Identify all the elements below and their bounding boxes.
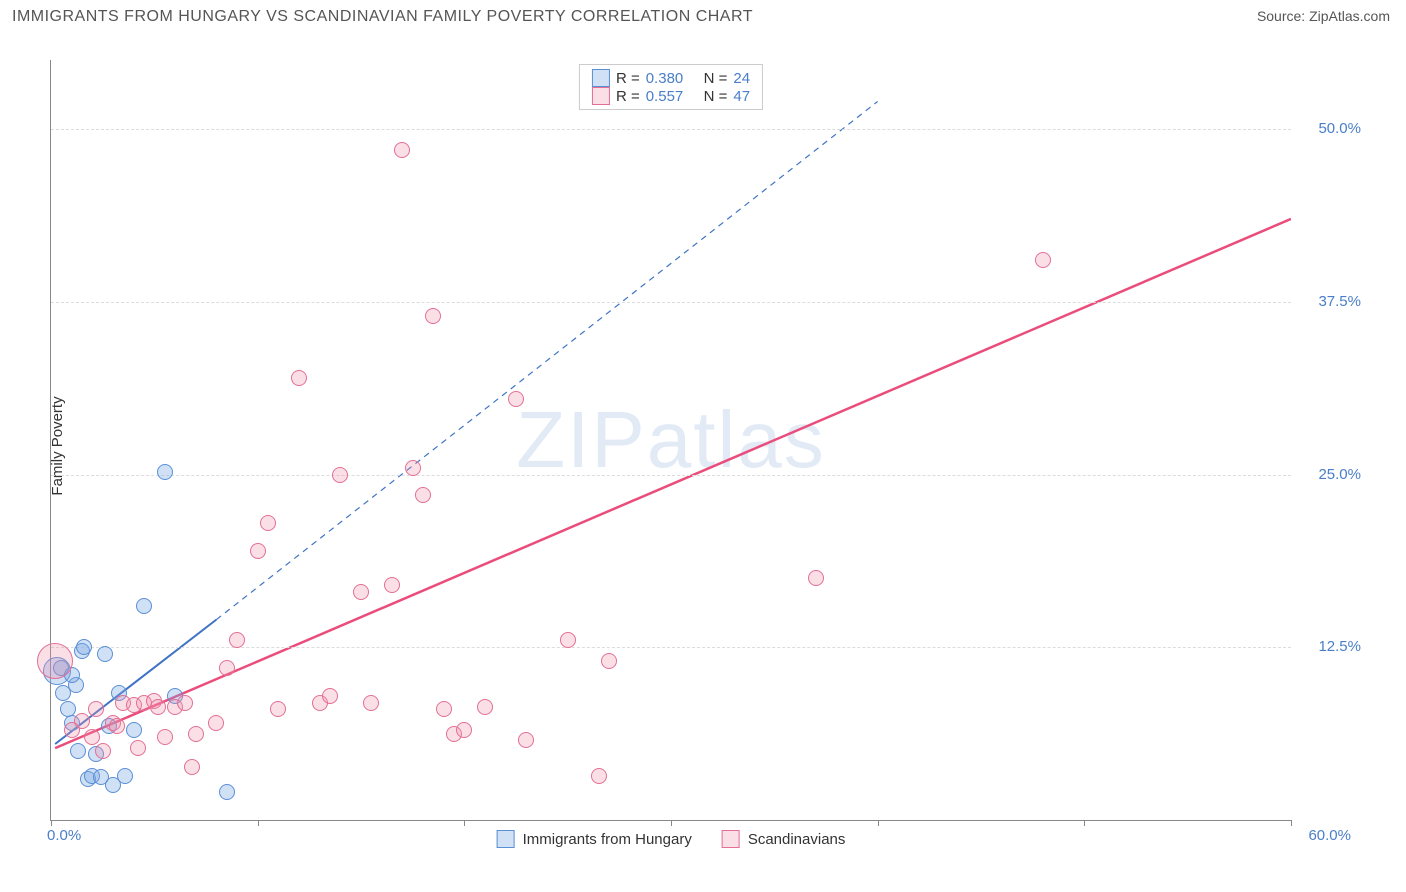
r-label: R = [616,88,640,105]
data-point-scandinavians [95,743,111,759]
data-point-scandinavians [188,726,204,742]
data-point-hungary [136,598,152,614]
data-point-scandinavians [322,688,338,704]
data-point-scandinavians [88,701,104,717]
correlation-legend: R = 0.380 N = 24 R = 0.557 N = 47 [579,64,763,110]
data-point-scandinavians [37,643,73,679]
data-point-scandinavians [109,718,125,734]
n-label: N = [704,88,728,105]
r-value-hungary: 0.380 [646,70,684,87]
y-tick-label: 50.0% [1301,120,1361,137]
data-point-scandinavians [601,653,617,669]
x-tick [1084,820,1085,826]
x-tick [878,820,879,826]
n-value-scand: 47 [733,88,750,105]
data-point-hungary [70,743,86,759]
x-axis-end-label: 60.0% [1308,827,1351,844]
data-point-scandinavians [425,308,441,324]
x-tick [464,820,465,826]
legend-row-hungary: R = 0.380 N = 24 [592,69,750,87]
legend-label-hungary: Immigrants from Hungary [523,831,692,848]
data-point-hungary [219,784,235,800]
gridline [51,475,1291,476]
legend-label-scand: Scandinavians [748,831,846,848]
legend-item-hungary: Immigrants from Hungary [497,830,692,848]
trend-lines [51,60,1291,820]
x-tick [671,820,672,826]
data-point-hungary [126,722,142,738]
data-point-scandinavians [270,701,286,717]
r-value-scand: 0.557 [646,88,684,105]
legend-row-scand: R = 0.557 N = 47 [592,87,750,105]
x-tick [1291,820,1292,826]
watermark-bold: ZIP [516,395,646,484]
data-point-scandinavians [808,570,824,586]
data-point-scandinavians [184,759,200,775]
data-point-scandinavians [363,695,379,711]
r-label: R = [616,70,640,87]
data-point-hungary [157,464,173,480]
data-point-scandinavians [415,487,431,503]
y-tick-label: 25.0% [1301,466,1361,483]
data-point-scandinavians [436,701,452,717]
data-point-scandinavians [208,715,224,731]
y-tick-label: 12.5% [1301,638,1361,655]
trendline-scandinavians [55,219,1291,748]
data-point-scandinavians [560,632,576,648]
data-point-scandinavians [477,699,493,715]
gridline [51,302,1291,303]
data-point-scandinavians [84,729,100,745]
data-point-scandinavians [332,467,348,483]
legend-item-scand: Scandinavians [722,830,846,848]
swatch-scandinavians [592,87,610,105]
x-tick [51,820,52,826]
watermark-light: atlas [647,395,826,484]
source-label: Source: [1257,8,1305,24]
n-label: N = [704,70,728,87]
scatter-plot-area: ZIPatlas R = 0.380 N = 24 R = 0.557 N = … [50,60,1291,821]
data-point-scandinavians [229,632,245,648]
x-axis-origin-label: 0.0% [47,827,81,844]
trendline-extrapolation-hungary [216,101,877,619]
chart-title: IMMIGRANTS FROM HUNGARY VS SCANDINAVIAN … [12,8,753,26]
data-point-scandinavians [353,584,369,600]
data-point-scandinavians [177,695,193,711]
source-attribution: Source: ZipAtlas.com [1257,8,1390,24]
x-tick [258,820,259,826]
gridline [51,129,1291,130]
data-point-scandinavians [219,660,235,676]
data-point-scandinavians [508,391,524,407]
swatch-hungary [592,69,610,87]
swatch-hungary-icon [497,830,515,848]
data-point-scandinavians [591,768,607,784]
data-point-scandinavians [150,699,166,715]
data-point-scandinavians [518,732,534,748]
data-point-scandinavians [405,460,421,476]
data-point-scandinavians [1035,252,1051,268]
data-point-hungary [117,768,133,784]
data-point-hungary [97,646,113,662]
data-point-scandinavians [260,515,276,531]
data-point-scandinavians [456,722,472,738]
data-point-scandinavians [384,577,400,593]
data-point-scandinavians [130,740,146,756]
n-value-hungary: 24 [733,70,750,87]
data-point-scandinavians [394,142,410,158]
y-tick-label: 37.5% [1301,293,1361,310]
watermark: ZIPatlas [516,394,825,486]
source-name: ZipAtlas.com [1309,8,1390,24]
swatch-scandinavians-icon [722,830,740,848]
data-point-scandinavians [250,543,266,559]
series-legend: Immigrants from Hungary Scandinavians [497,830,846,848]
data-point-scandinavians [157,729,173,745]
data-point-scandinavians [291,370,307,386]
data-point-scandinavians [74,713,90,729]
